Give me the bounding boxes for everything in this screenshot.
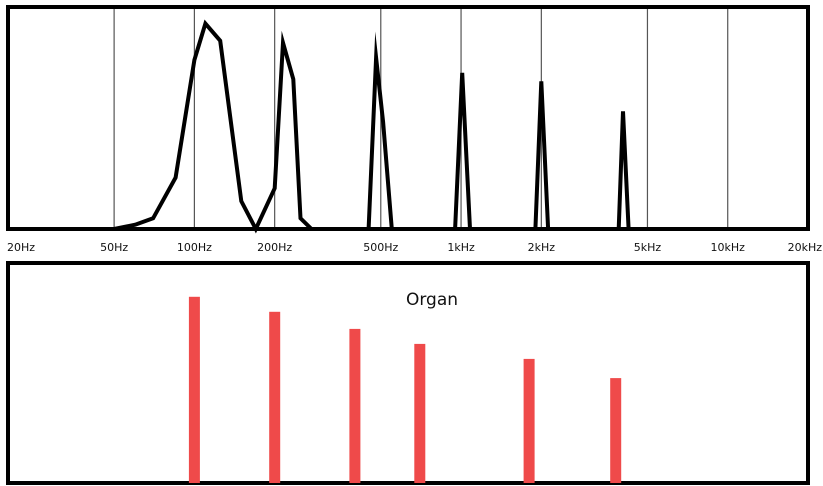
- tick-label: 20Hz: [7, 241, 35, 254]
- tick-label: 20kHz: [788, 241, 823, 254]
- partials-frame: [6, 261, 810, 485]
- tick-label: 100Hz: [177, 241, 212, 254]
- frequency-spectrum-chart: [6, 5, 810, 234]
- organ-partials-chart: Organ: [6, 261, 810, 485]
- frequency-gridlines: [113, 9, 729, 227]
- tick-label: 1kHz: [447, 241, 475, 254]
- tick-label: 50Hz: [100, 241, 128, 254]
- spectrum-line: [113, 19, 631, 234]
- partial-bar: [610, 378, 622, 483]
- tick-label: 500Hz: [363, 241, 398, 254]
- tick-label: 200Hz: [257, 241, 292, 254]
- spectrum-frame: [6, 5, 810, 231]
- instrument-name: Organ: [406, 290, 458, 310]
- tick-label: 10kHz: [711, 241, 746, 254]
- partial-bar: [188, 296, 200, 483]
- frequency-axis-labels: 20Hz 50Hz 100Hz 200Hz 500Hz 1kHz 2kHz 5kHz 10kHz…: [7, 241, 822, 254]
- tick-label: 2kHz: [528, 241, 556, 254]
- partial-bar: [523, 358, 535, 483]
- tick-label: 5kHz: [634, 241, 662, 254]
- partial-bars: [188, 296, 622, 483]
- partial-bar: [269, 311, 281, 483]
- partial-bar: [349, 328, 361, 483]
- partial-bar: [414, 343, 426, 483]
